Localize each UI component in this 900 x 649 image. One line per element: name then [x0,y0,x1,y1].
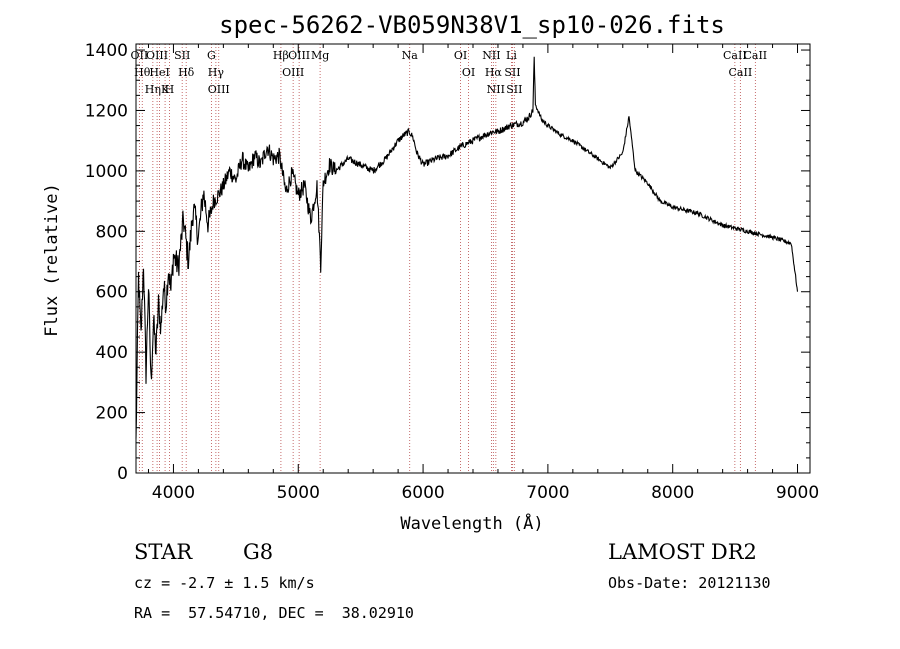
line-label-6: H [165,83,175,96]
line-label-9: G [207,49,216,62]
line-label-21: NII [487,83,505,96]
line-label-3: OIII [146,49,168,62]
y-tick-label-1: 200 [96,404,128,424]
line-label-16: Na [402,49,419,62]
x-axis-label: Wavelength (Å) [400,512,543,534]
line-label-5: K [161,83,170,96]
classification-label: STAR [134,540,193,564]
x-tick-label-5: 9000 [776,483,819,503]
line-label-14: OIII [288,49,310,62]
x-axis-ticks: 4000 5000 6000 7000 8000 9000 [147,44,819,503]
x-tick-label-4: 8000 [651,483,694,503]
y-tick-label-2: 400 [96,343,128,363]
line-label-25: CaII [723,49,747,62]
emission-line-markers [138,44,756,473]
line-label-0: OII [131,49,149,62]
y-tick-label-3: 600 [96,283,128,303]
chart-title: spec-56262-VB059N38V1_sp10-026.fits [219,11,725,39]
y-tick-label-5: 1000 [85,162,128,182]
y-tick-label-7: 1400 [85,41,128,61]
x-tick-label-3: 7000 [526,483,569,503]
line-label-8: Hδ [178,66,195,79]
line-label-13: OIII [282,66,304,79]
line-label-4: HeI [149,66,169,79]
obs-date-label: Obs-Date: 20121130 [608,574,771,592]
line-label-10: Hγ [208,66,225,79]
line-label-17: OI [454,49,467,62]
line-label-20: Hα [485,66,503,79]
plot-frame [135,43,811,474]
line-label-2: Hη [145,83,161,96]
line-label-22: Li [506,49,517,62]
y-tick-label-6: 1200 [85,101,128,121]
line-label-15: Mg [311,49,329,62]
subclass-label: G8 [243,540,274,564]
line-label-1: Hθ [134,66,151,79]
line-label-11: OIII [208,83,230,96]
survey-label: LAMOST DR2 [608,540,757,564]
y-axis-label: Flux (relative) [42,183,62,337]
line-label-18: OI [462,66,475,79]
y-tick-label-4: 800 [96,222,128,242]
line-label-7: SII [174,49,190,62]
line-label-12: Hβ [273,49,289,62]
x-tick-label-0: 4000 [152,483,195,503]
y-tick-label-0: 0 [117,464,128,484]
line-label-27: CaII [743,49,767,62]
line-label-26: CaII [729,66,753,79]
line-label-19: NII [482,49,500,62]
line-label-24: SII [506,83,522,96]
x-tick-label-2: 6000 [401,483,444,503]
spectrum-series-line [135,56,799,439]
coordinates-label: RA = 57.54710, DEC = 38.02910 [134,604,414,622]
redshift-label: cz = -2.7 ± 1.5 km/s [134,574,315,592]
x-tick-label-1: 5000 [277,483,320,503]
line-label-23: SII [504,66,520,79]
y-axis-ticks: 0 200 400 600 800 1000 1200 1400 [85,41,810,484]
